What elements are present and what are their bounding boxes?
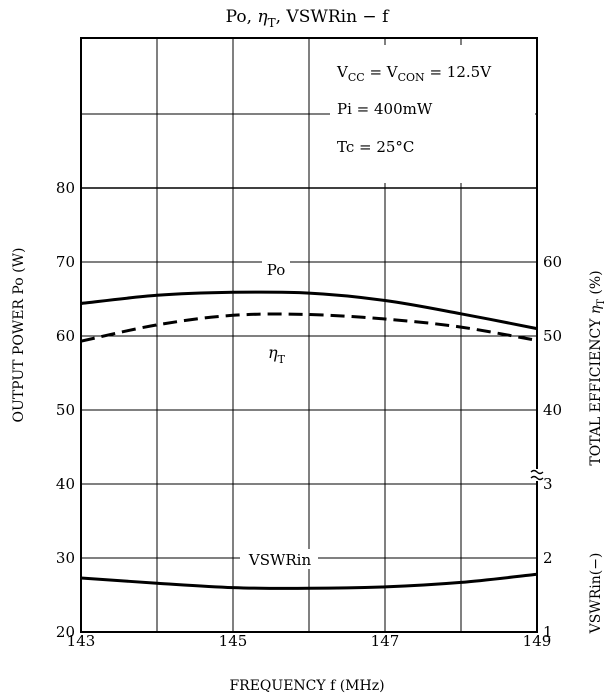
axis-break-mark (529, 469, 545, 481)
y-tick-label-right-efficiency: 50 (543, 327, 562, 345)
po-label-bg (262, 259, 290, 279)
series-group (80, 290, 538, 590)
chart-title: Po, ηT, VSWRin − f (226, 7, 390, 30)
y-tick-label-left: 50 (56, 401, 75, 419)
y-axis-right-label: TOTAL EFFICIENCY ηT (%) (588, 270, 607, 465)
x-tick-label: 149 (523, 632, 552, 650)
y-tick-label-right-vswr: 1 (543, 623, 553, 641)
y-axis-left-label: OUTPUT POWER Po (W) (11, 248, 27, 423)
y-tick-label-left: 80 (56, 179, 75, 197)
series-line-po (80, 290, 538, 331)
x-tick-label: 143 (67, 632, 96, 650)
x-tick-label: 147 (371, 632, 400, 650)
y-axis-right-lower-label: VSWRin(−) (588, 553, 604, 635)
x-axis-label: FREQUENCY f (MHz) (229, 678, 384, 694)
series-line--t (80, 312, 538, 343)
y-tick-label-left: 30 (56, 549, 75, 567)
y-tick-label-right-efficiency: 40 (543, 401, 562, 419)
y-tick-label-left: 40 (56, 475, 75, 493)
y-tick-label-right-efficiency: 60 (543, 253, 562, 271)
series-label-eta: ηT (268, 343, 286, 366)
plot-frame (80, 37, 538, 633)
annotation-tc: Tc = 25°C (337, 138, 414, 156)
eta-label-bg (258, 342, 294, 364)
y-tick-label-right-vswr: 2 (543, 549, 553, 567)
annotation-vcc: VCC = VCON = 12.5V (336, 63, 492, 84)
tick-labels: 20 30 40 50 60 70 80 143 145 147 149 40 50 60 1 2 3 (56, 179, 562, 650)
annotation-background (330, 45, 535, 183)
series-label-po: Po (267, 261, 286, 279)
y-tick-label-left: 20 (56, 623, 75, 641)
y-tick-label-left: 60 (56, 327, 75, 345)
series-label-vswr: VSWRin (248, 551, 312, 569)
vswr-label-bg (240, 549, 318, 569)
y-tick-label-left: 70 (56, 253, 75, 271)
series-line-vswrin (80, 572, 538, 590)
y-tick-label-right-vswr: 3 (543, 475, 553, 493)
annotation-pi: Pi = 400mW (337, 100, 433, 118)
x-tick-label: 145 (219, 632, 248, 650)
